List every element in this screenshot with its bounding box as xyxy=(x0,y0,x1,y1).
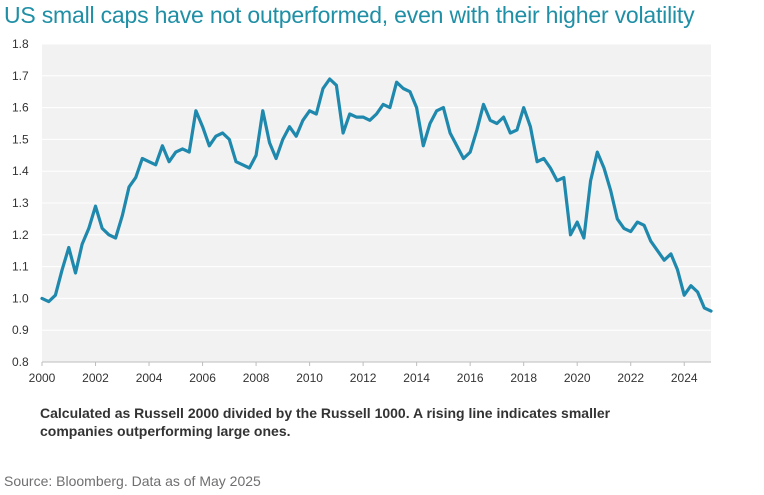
y-tick-label: 1.6 xyxy=(12,101,29,115)
source-note: Source: Bloomberg. Data as of May 2025 xyxy=(4,473,261,489)
x-tick-label: 2004 xyxy=(136,371,163,385)
chart-caption: Calculated as Russell 2000 divided by th… xyxy=(40,405,611,439)
x-tick-label: 2018 xyxy=(510,371,537,385)
y-tick-label: 1.3 xyxy=(12,196,29,210)
series-line-ratio xyxy=(40,77,713,313)
y-tick-label: 1.4 xyxy=(12,164,29,178)
x-tick-label: 2008 xyxy=(243,371,270,385)
x-tick-label: 2022 xyxy=(617,371,644,385)
y-tick-label: 0.9 xyxy=(12,323,29,337)
chart-title: US small caps have not outperformed, eve… xyxy=(4,2,695,28)
y-tick-label: 1.0 xyxy=(12,291,29,305)
x-tick-label: 2010 xyxy=(296,371,323,385)
x-tick-label: 2014 xyxy=(403,371,430,385)
x-tick-label: 2016 xyxy=(457,371,484,385)
y-tick-label: 1.8 xyxy=(12,37,29,51)
x-tick-label: 2000 xyxy=(29,371,56,385)
x-tick-label: 2024 xyxy=(671,371,698,385)
y-tick-label: 1.2 xyxy=(12,228,29,242)
x-tick-label: 2012 xyxy=(350,371,377,385)
x-tick-label: 2006 xyxy=(189,371,216,385)
x-tick-label: 2020 xyxy=(564,371,591,385)
x-tick-label: 2002 xyxy=(82,371,109,385)
y-tick-label: 1.5 xyxy=(12,132,29,146)
y-tick-label: 1.7 xyxy=(12,69,29,83)
x-axis: 2000 2002 2004 2006 2008 2010 2012 2014 2016 2018… xyxy=(29,361,711,385)
gridlines xyxy=(42,43,711,363)
y-axis: 0.8 0.9 1.0 1.1 1.2 1.3 1.4 1.5 1.6 1.7 1.8 xyxy=(12,37,29,369)
y-tick-label: 0.8 xyxy=(12,355,29,369)
y-tick-label: 1.1 xyxy=(12,260,29,274)
